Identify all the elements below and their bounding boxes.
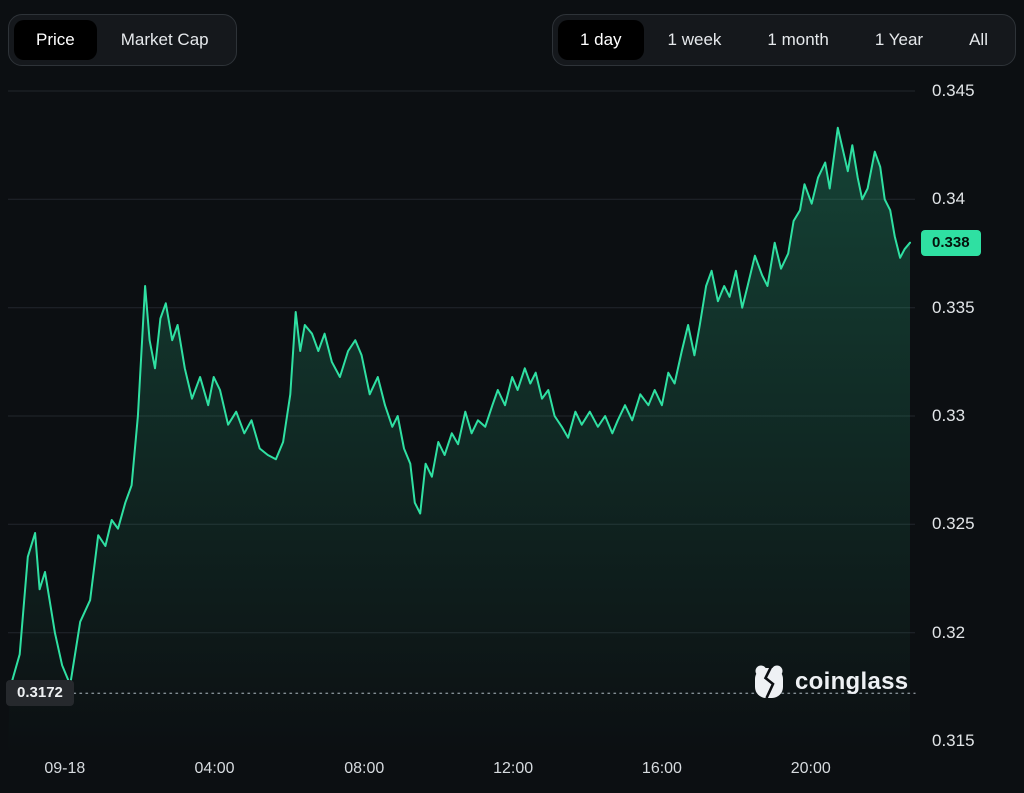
x-axis-label: 16:00 [641, 760, 682, 777]
y-axis-label: 0.34 [932, 189, 966, 209]
tab-range-1day[interactable]: 1 day [557, 20, 644, 60]
tab-price[interactable]: Price [14, 20, 97, 60]
tab-range-1week[interactable]: 1 week [646, 20, 744, 60]
range-toggle-group: 1 day 1 week 1 month 1 Year All [551, 14, 1016, 66]
tab-range-1month[interactable]: 1 month [745, 20, 850, 60]
coinglass-wordmark: coinglass [795, 668, 909, 695]
x-axis-label: 08:00 [344, 760, 385, 777]
tab-range-1year[interactable]: 1 Year [853, 20, 945, 60]
y-axis-label: 0.33 [932, 406, 966, 425]
x-axis-label: 04:00 [194, 760, 235, 777]
y-axis-label: 0.315 [932, 731, 975, 750]
tab-market-cap[interactable]: Market Cap [99, 20, 231, 60]
low-price-badge: 0.3172 [6, 680, 74, 707]
x-axis-label: 09-18 [44, 760, 86, 777]
chart-header: Price Market Cap 1 day 1 week 1 month 1 … [8, 14, 1016, 66]
y-axis-label: 0.325 [932, 514, 975, 534]
y-axis-label: 0.32 [932, 622, 966, 642]
metric-toggle-group: Price Market Cap [8, 14, 237, 66]
y-axis-label: 0.335 [932, 297, 975, 317]
tab-range-all[interactable]: All [947, 20, 1010, 60]
coinglass-bear-icon [752, 664, 786, 700]
current-price-badge: 0.338 [921, 229, 981, 256]
coinglass-watermark: coinglass [752, 664, 908, 700]
x-axis-label: 12:00 [493, 760, 534, 777]
y-axis-label: 0.345 [932, 81, 975, 100]
x-axis-label: 20:00 [790, 760, 831, 777]
